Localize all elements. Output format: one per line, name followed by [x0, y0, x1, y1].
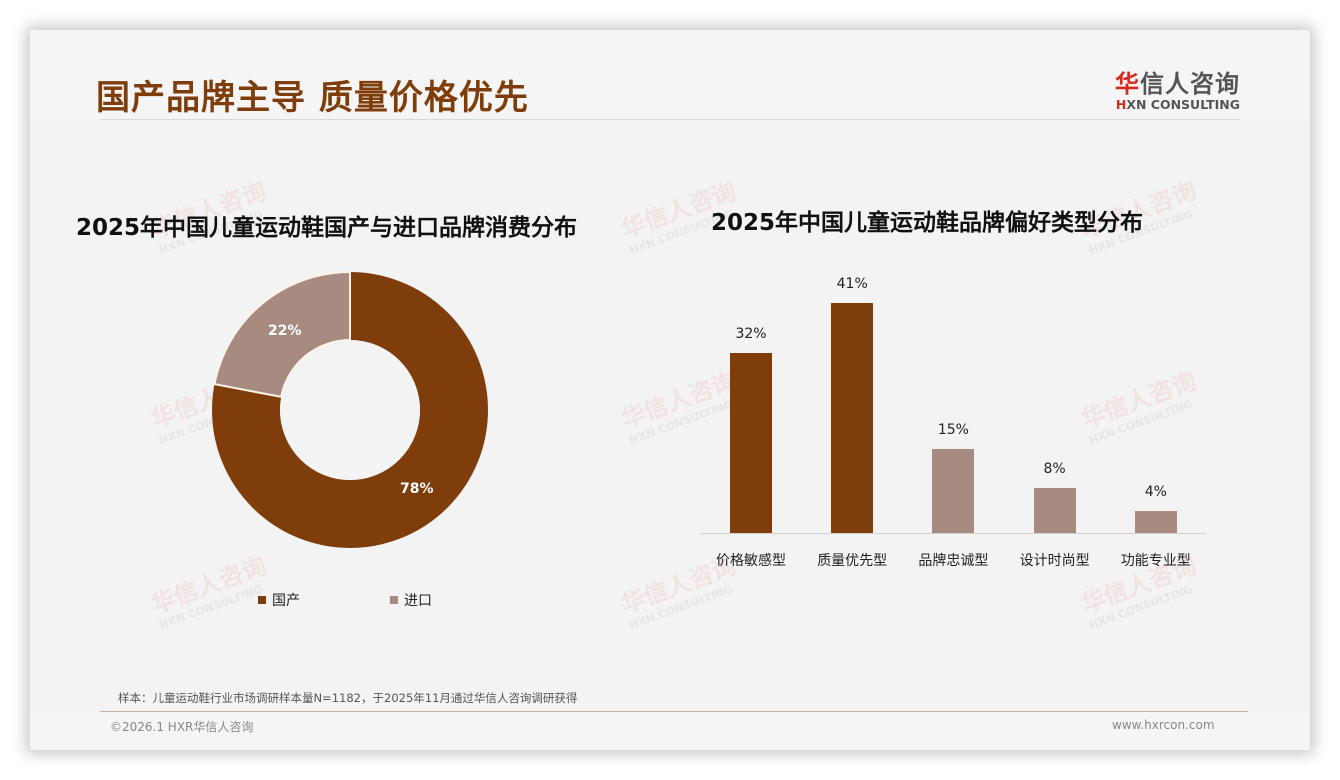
website-link[interactable]: www.hxrcon.com: [1112, 718, 1215, 732]
bar-value-label: 15%: [937, 421, 969, 438]
donut-chart: 22% 78%: [210, 270, 490, 550]
x-axis: [700, 533, 1206, 534]
brand-logo: 华信人咨询 HXN CONSULTING: [1110, 64, 1240, 112]
logo-cn: 华信人咨询: [1110, 64, 1240, 99]
logo-en-text: XN CONSULTING: [1126, 97, 1240, 112]
bar-category-label: 质量优先型: [817, 553, 888, 569]
watermark: 华信人咨询 HXN CONSULTING: [147, 551, 270, 633]
donut-chart-title: 2025年中国儿童运动鞋国产与进口品牌消费分布: [76, 215, 578, 241]
legend-label-domestic: 国产: [272, 593, 300, 609]
footer-divider: [100, 711, 1248, 712]
bar-2: [831, 303, 874, 533]
logo-cn-accent: 华: [1115, 70, 1140, 98]
logo-cn-text: 信人咨询: [1140, 70, 1240, 98]
legend-swatch-domestic: [258, 596, 266, 604]
legend-label-import: 进口: [404, 593, 432, 609]
title-divider: [100, 119, 1240, 120]
bar-category-label: 价格敏感型: [716, 553, 786, 569]
donut-label-import: 22%: [268, 323, 302, 339]
legend-swatch-import: [390, 596, 398, 604]
bar-1: [730, 353, 772, 533]
donut-hole: [280, 340, 420, 480]
bar-category-label: 品牌忠诚型: [918, 553, 989, 569]
bar-chart: 32% 价格敏感型 41% 质量优先型 15% 品牌忠诚型 8% 设计时尚型 4% 功能专业型: [700, 270, 1206, 600]
bar-value-label: 41%: [836, 276, 868, 292]
slide: 国产品牌主导 质量价格优先 华信人咨询 HXN CONSULTING 华信人咨询…: [30, 30, 1310, 750]
header-band: [30, 30, 1310, 120]
legend-item-domestic: 国产: [258, 590, 300, 610]
bar-value-label: 8%: [1043, 461, 1066, 478]
source-note: 样本：儿童运动鞋行业市场调研样本量N=1182，于2025年11月通过华信人咨询…: [118, 691, 578, 705]
bar-5: [1134, 510, 1177, 533]
donut-svg: [212, 270, 488, 548]
bar-3: [932, 448, 975, 533]
logo-en: HXN CONSULTING: [1110, 97, 1240, 112]
page-title: 国产品牌主导 质量价格优先: [96, 78, 529, 118]
copyright: ©2026.1 HXR华信人咨询: [110, 720, 254, 734]
logo-en-accent: H: [1115, 97, 1127, 112]
bar-value-label: 4%: [1144, 483, 1167, 500]
footer-band: [30, 712, 1310, 750]
bar-4: [1033, 488, 1076, 533]
legend-item-import: 进口: [390, 590, 432, 610]
bar-chart-title: 2025年中国儿童运动鞋品牌偏好类型分布: [711, 210, 1144, 236]
donut-label-domestic: 78%: [400, 481, 434, 497]
bar-category-label: 功能专业型: [1120, 553, 1191, 569]
bar-value-label: 32%: [735, 326, 767, 343]
bar-category-label: 设计时尚型: [1019, 553, 1090, 569]
